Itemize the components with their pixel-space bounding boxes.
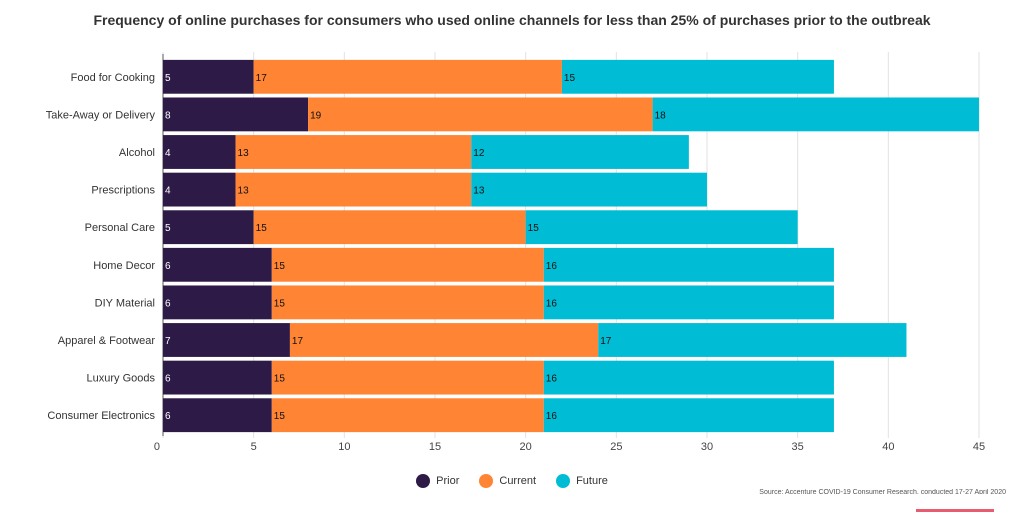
x-tick-label: 35 [792,441,804,453]
category-label: Alcohol [119,147,155,159]
legend-label-future: Future [576,475,608,487]
data-label-current: 15 [274,374,286,385]
bar-segment-current[interactable] [308,97,653,132]
data-label-prior: 7 [165,336,171,347]
bar-segment-current[interactable] [235,172,472,207]
category-label: Prescriptions [91,185,155,197]
category-label: Consumer Electronics [47,410,155,422]
legend-dot-prior [416,474,431,488]
bar-segment-future[interactable] [471,172,707,207]
data-label-future: 12 [473,148,485,159]
category-label: Apparel & Footwear [58,335,156,347]
data-label-prior: 4 [165,148,171,159]
x-tick-label: 5 [251,441,257,453]
data-label-current: 15 [274,261,286,272]
bar-segment-current[interactable] [271,247,544,282]
category-label: Personal Care [85,222,155,234]
x-tick-label: 40 [882,441,894,453]
category-label: Food for Cooking [71,72,155,84]
bar-segment-future[interactable] [543,247,834,282]
bar-segment-current[interactable] [271,360,544,395]
bar-segment-future[interactable] [652,97,979,132]
data-label-prior: 5 [165,223,171,234]
legend-item-future[interactable]: Future [556,474,608,488]
data-label-current: 13 [238,186,250,197]
bar-segment-prior[interactable] [163,323,290,357]
bar-segment-prior[interactable] [163,97,309,132]
data-label-prior: 6 [165,374,171,385]
data-label-current: 17 [292,336,304,347]
data-label-current: 15 [274,411,286,422]
x-tick-label: 25 [610,441,622,453]
bar-segment-prior[interactable] [163,135,236,169]
category-label: Home Decor [93,260,155,272]
x-tick-label: 30 [701,441,713,453]
bar-segment-prior[interactable] [163,247,272,282]
data-label-current: 19 [310,110,322,121]
bar-segment-future[interactable] [598,323,907,357]
bar-segment-current[interactable] [289,323,599,357]
bar-segment-current[interactable] [253,59,562,94]
category-label: Take-Away or Delivery [46,109,156,121]
bar-segment-prior[interactable] [163,398,272,433]
data-label-prior: 6 [165,298,171,309]
x-tick-label: 10 [338,441,350,453]
data-label-future: 18 [655,110,667,121]
x-tick-label: 20 [520,441,532,453]
data-label-prior: 8 [165,110,171,121]
bar-segment-prior[interactable] [163,210,254,245]
data-label-future: 16 [546,261,558,272]
bar-segment-current[interactable] [235,135,472,169]
x-tick-label: 15 [429,441,441,453]
data-label-prior: 6 [165,261,171,272]
bar-segment-future[interactable] [543,285,834,320]
chart-subtitle: Frequency of online purchases for consum… [93,12,931,28]
data-label-prior: 6 [165,411,171,422]
legend-label-current: Current [499,475,537,487]
data-label-future: 13 [473,186,485,197]
legend-item-prior[interactable]: Prior [416,474,459,488]
data-label-future: 17 [600,336,612,347]
bar-segment-prior[interactable] [163,59,254,94]
bar-segment-prior[interactable] [163,172,236,207]
x-tick-label: 0 [154,441,160,453]
category-label: DIY Material [95,297,155,309]
legend-label-prior: Prior [436,475,460,487]
data-label-current: 13 [238,148,250,159]
bar-segment-future[interactable] [471,135,689,169]
legend-dot-current [479,474,494,488]
data-label-current: 15 [274,298,286,309]
data-label-prior: 5 [165,73,171,84]
category-label: Luxury Goods [87,373,156,385]
x-tick-label: 45 [973,441,985,453]
legend-dot-future [556,474,571,488]
legend-item-current[interactable]: Current [479,474,536,488]
source-note: Source: Accenture COVID-19 Consumer Rese… [759,489,1006,494]
data-label-future: 15 [528,223,540,234]
bar-segment-current[interactable] [271,285,544,320]
brand-corner-mark [916,509,994,512]
data-label-current: 15 [256,223,268,234]
bar-segment-future[interactable] [543,398,834,433]
data-label-current: 17 [256,73,268,84]
bar-segment-future[interactable] [543,360,834,395]
bar-segment-current[interactable] [271,398,544,433]
data-label-future: 16 [546,374,558,385]
bar-segment-future[interactable] [561,59,834,94]
bar-segment-current[interactable] [253,210,526,245]
chart-legend: Prior Current Future [0,474,1024,488]
data-label-future: 15 [564,73,576,84]
bar-segment-prior[interactable] [163,360,272,395]
data-label-prior: 4 [165,186,171,197]
bar-segment-future[interactable] [525,210,798,245]
data-label-future: 16 [546,298,558,309]
bar-segment-prior[interactable] [163,285,272,320]
data-label-future: 16 [546,411,558,422]
